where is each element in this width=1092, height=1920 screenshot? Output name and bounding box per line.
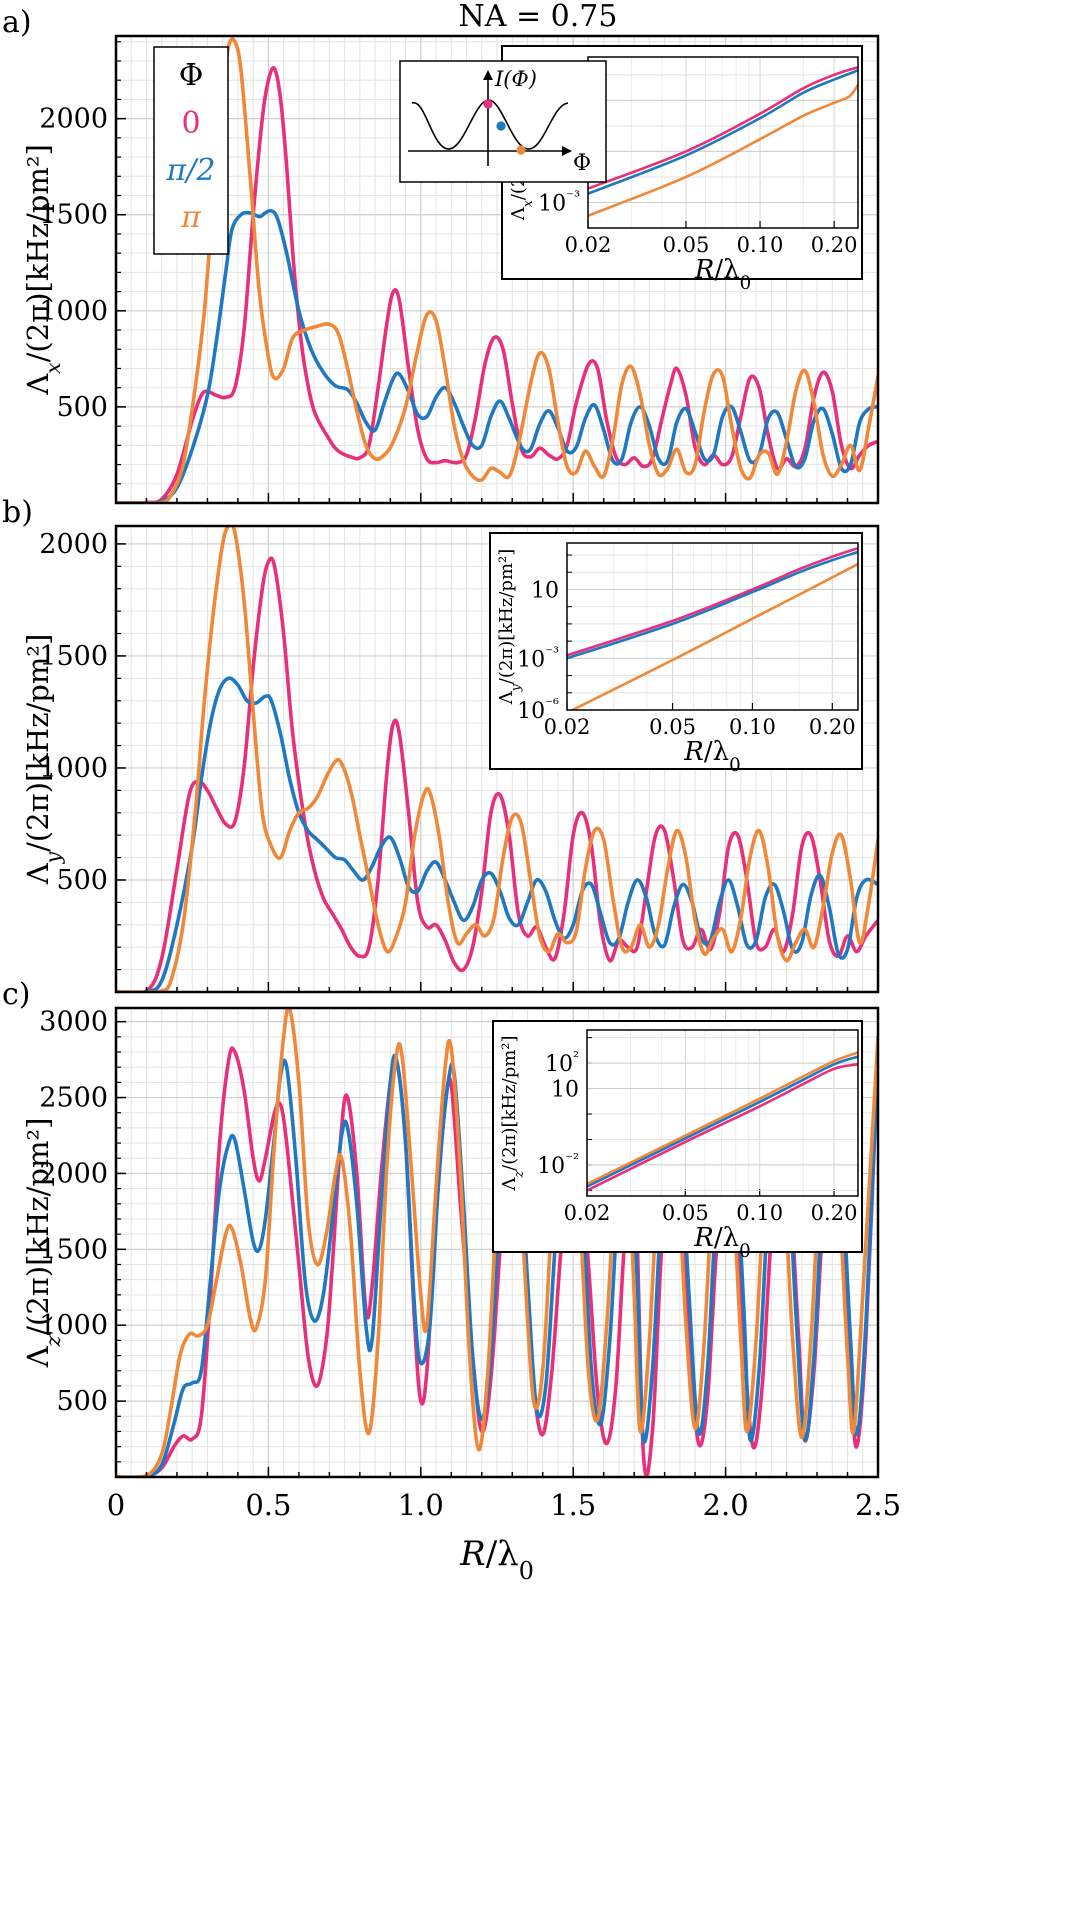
y-tick-label: 1000 — [39, 296, 108, 327]
inset-x-tick-label: 0.02 — [544, 715, 591, 739]
inset-series-line-phi-pi — [569, 562, 858, 710]
y-tick-label: 2000 — [39, 1158, 108, 1189]
panel-label: a) — [2, 5, 32, 40]
intensity-schematic: I(Φ) Φ — [399, 60, 607, 183]
inset-y-tick-label: 10 — [531, 578, 559, 603]
schematic-y-arrow — [483, 70, 493, 80]
inset-series-line-phi-0 — [567, 546, 858, 657]
y-tick-label: 2000 — [39, 104, 108, 135]
y-axis-label: Λz/(2π)[kHz/pm²] — [21, 1118, 65, 1369]
figure-title: NA = 0.75 — [459, 0, 618, 34]
inset-x-tick-label: 0.20 — [809, 715, 856, 739]
series-line-phi-pi-half — [116, 676, 878, 992]
series-line-phi-pi-half — [116, 1050, 878, 1477]
inset-plot-frame — [566, 542, 859, 711]
x-axis-label: R/λ0 — [459, 1534, 534, 1585]
inset-x-tick-label: 0.05 — [662, 1201, 709, 1225]
legend-box — [153, 46, 229, 255]
inset-x-axis-label: R/λ0 — [683, 737, 740, 776]
inset-x-axis-label: R/λ0 — [694, 255, 751, 294]
schematic-x-arrow — [562, 146, 572, 156]
schematic-marker-phi-pi-half — [496, 121, 506, 131]
schematic-marker-phi-0 — [483, 99, 493, 109]
inset-x-tick-label: 0.02 — [565, 233, 612, 257]
inset-x-tick-label: 0.05 — [663, 233, 710, 257]
plot-frame — [114, 34, 880, 505]
schematic-x-label: Φ — [573, 151, 591, 176]
inset-x-tick-label: 0.02 — [564, 1201, 611, 1225]
x-tick-label: 0.5 — [245, 1488, 291, 1522]
x-tick-label: 2.0 — [703, 1488, 749, 1522]
inset-series-line-phi-pi — [587, 1051, 858, 1186]
inset-y-tick-label: 10⁻² — [537, 1150, 579, 1179]
inset-y-axis-label: Λy/(2π)[kHz/pm²] — [496, 549, 523, 706]
inset-b: 0.02 0.05 0.10 0.20 10 10⁻³ 10⁻⁶Λy/(2π)[kHz/pm… — [489, 532, 863, 776]
panel-a: 500 1000 1500 2000 a) Λx/(2π)[kHz/pm²] 0.02 0.0… — [2, 5, 880, 505]
panel-c: 500 1000 1500 2000 2500 3000 0 0.5 1.0 1.5 2.0 2.5 c… — [2, 977, 901, 1585]
series-line-phi-pi — [116, 526, 878, 992]
schematic-y-label: I(Φ) — [494, 67, 537, 91]
y-tick-label: 1000 — [39, 1310, 108, 1341]
y-axis-label: Λx/(2π)[kHz/pm²] — [21, 144, 65, 396]
panel-label: c) — [2, 977, 31, 1012]
inset-series-line-phi-0 — [587, 1063, 858, 1192]
series-line-phi-0 — [116, 556, 878, 992]
legend-entry-phi-pi-half: π/2 — [166, 153, 216, 188]
y-tick-label: 3000 — [39, 1007, 108, 1038]
inset-y-tick-label: 10⁻³ — [517, 643, 559, 672]
y-tick-label: 500 — [56, 392, 108, 423]
inset-x-tick-label: 0.10 — [729, 715, 776, 739]
plot-frame — [114, 524, 880, 994]
inset-box — [492, 1020, 863, 1253]
inset-x-axis-label: R/λ0 — [693, 1223, 750, 1262]
y-tick-label: 1500 — [39, 1234, 108, 1265]
inset-series-line-phi-pi-half — [588, 69, 858, 195]
schematic-box — [399, 60, 607, 183]
series-line-phi-pi — [116, 1008, 878, 1477]
series-line-phi-0 — [116, 66, 878, 503]
inset-series-line-phi-0 — [588, 65, 858, 190]
inset-series-line-phi-pi-half — [587, 1055, 858, 1188]
inset-plot-frame — [586, 1029, 859, 1197]
y-tick-label: 1500 — [39, 641, 108, 672]
legend-title: Φ — [179, 58, 204, 93]
inset-y-tick-label: 10⁻⁶ — [517, 695, 559, 724]
y-tick-label: 2000 — [39, 529, 108, 560]
inset-x-tick-label: 0.10 — [737, 233, 784, 257]
y-axis-label: Λy/(2π)[kHz/pm²] — [21, 634, 65, 886]
series-line-phi-pi — [116, 37, 878, 503]
y-tick-label: 500 — [56, 1386, 108, 1417]
legend-entry-phi-0: 0 — [181, 106, 200, 141]
plot-frame — [114, 1006, 880, 1479]
panel-label: b) — [2, 495, 33, 530]
y-tick-label: 500 — [56, 865, 108, 896]
x-tick-label: 0 — [107, 1488, 125, 1522]
schematic-marker-phi-pi — [516, 145, 526, 155]
y-tick-label: 1000 — [39, 753, 108, 784]
inset-x-tick-label: 0.20 — [811, 233, 858, 257]
legend-entry-phi-pi: π — [180, 200, 202, 235]
inset-series-line-phi-pi-half — [567, 550, 858, 660]
inset-y-tick-label: 10 — [551, 1078, 579, 1103]
inset-y-tick-label: 10⁻³ — [538, 187, 580, 216]
x-tick-label: 1.5 — [550, 1488, 596, 1522]
inset-x-tick-label: 0.05 — [649, 715, 696, 739]
x-tick-label: 1.0 — [398, 1488, 444, 1522]
y-tick-label: 1500 — [39, 200, 108, 231]
inset-y-axis-label: Λz/(2π)[kHz/pm²] — [499, 1035, 526, 1191]
inset-y-tick-label: 10² — [545, 1048, 579, 1077]
inset-series-line-phi-pi — [588, 84, 858, 218]
legend: Φ 0 π/2 π — [153, 46, 229, 255]
x-tick-label: 2.5 — [855, 1488, 901, 1522]
inset-x-tick-label: 0.10 — [736, 1201, 783, 1225]
inset-x-tick-label: 0.20 — [811, 1201, 858, 1225]
y-tick-label: 2500 — [39, 1083, 108, 1114]
